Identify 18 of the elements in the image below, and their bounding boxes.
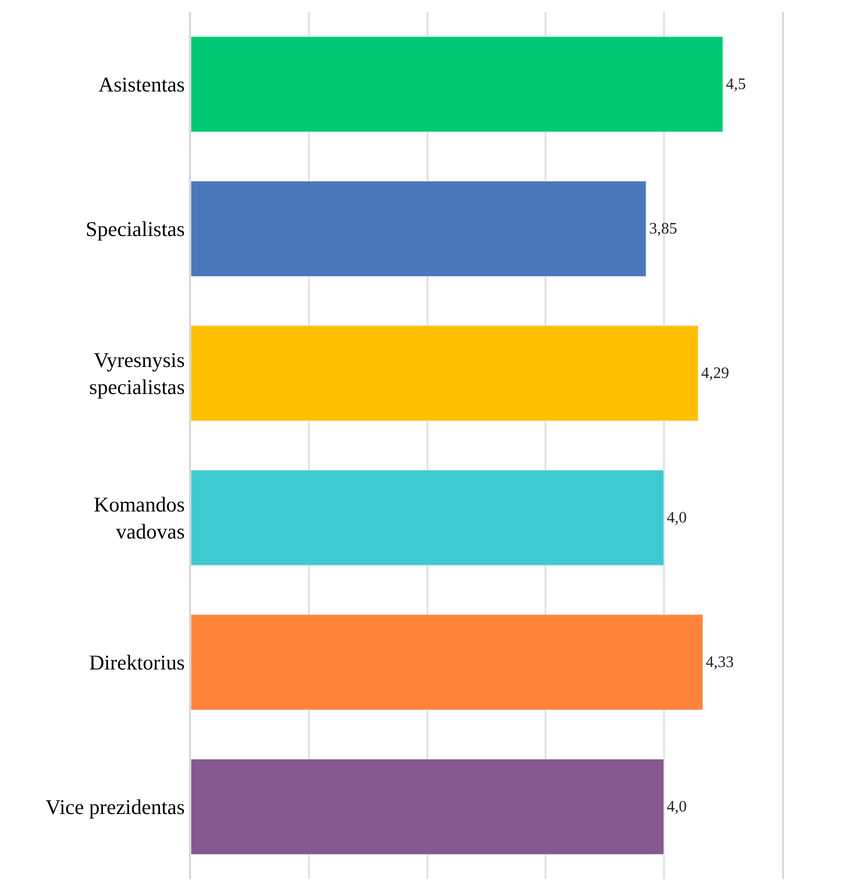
data-label: 3,85 — [649, 220, 678, 238]
bar — [191, 325, 698, 422]
data-label: 4,0 — [666, 509, 687, 526]
y-tick-label: Specialistas — [86, 217, 185, 242]
bar — [191, 36, 724, 132]
data-label: 4,5 — [726, 76, 746, 93]
bar — [191, 614, 704, 710]
bar — [191, 758, 664, 855]
data-label: 4,29 — [701, 364, 730, 382]
y-tick-label: Vice prezidentas — [46, 795, 185, 820]
data-label: 4,0 — [666, 798, 687, 816]
y-tick-label: Komandos vadovas — [94, 492, 185, 544]
bar — [191, 180, 646, 277]
bar — [191, 470, 664, 566]
y-tick-label: Vyresnysis specialistas — [89, 348, 185, 400]
data-label: 4,33 — [706, 654, 734, 671]
y-tick-label: Direktorius — [89, 650, 185, 675]
y-tick-label: Asistentas — [98, 72, 185, 97]
